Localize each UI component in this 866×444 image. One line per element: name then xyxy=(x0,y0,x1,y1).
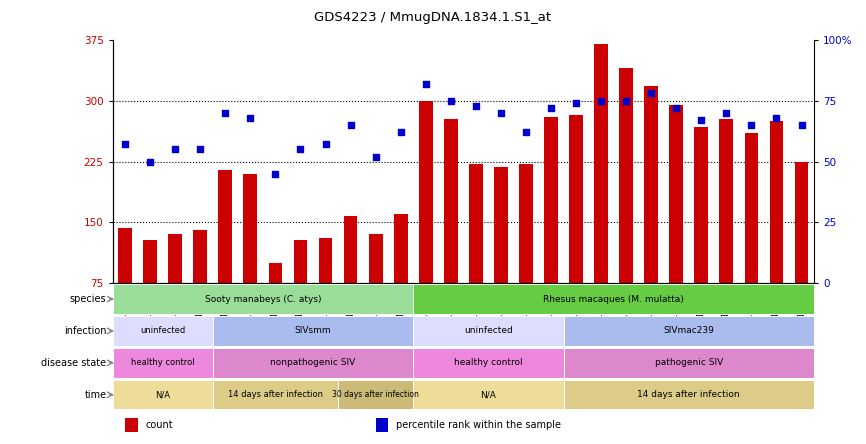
Bar xyxy=(469,164,482,344)
Bar xyxy=(695,127,708,344)
Text: uninfected: uninfected xyxy=(140,326,185,335)
FancyBboxPatch shape xyxy=(113,284,413,314)
Point xyxy=(319,141,333,148)
Point xyxy=(720,109,734,116)
Text: disease state: disease state xyxy=(42,358,107,368)
Point xyxy=(619,97,633,104)
Point xyxy=(218,109,232,116)
FancyBboxPatch shape xyxy=(413,380,564,409)
Bar xyxy=(619,68,633,344)
Bar xyxy=(494,167,507,344)
Text: count: count xyxy=(145,420,173,430)
Bar xyxy=(444,119,457,344)
Point xyxy=(669,104,683,111)
Point xyxy=(745,122,759,129)
Bar xyxy=(394,214,408,344)
Point xyxy=(469,102,482,109)
Bar xyxy=(419,101,433,344)
FancyBboxPatch shape xyxy=(338,380,413,409)
Bar xyxy=(644,86,658,344)
Point xyxy=(494,109,507,116)
Text: 14 days after infection: 14 days after infection xyxy=(637,390,740,399)
Bar xyxy=(795,162,808,344)
FancyBboxPatch shape xyxy=(413,348,564,377)
Text: SIVmac239: SIVmac239 xyxy=(663,326,714,335)
FancyBboxPatch shape xyxy=(213,316,413,345)
Bar xyxy=(344,216,358,344)
Bar xyxy=(369,234,383,344)
Bar xyxy=(720,119,734,344)
Point xyxy=(594,97,608,104)
FancyBboxPatch shape xyxy=(213,380,338,409)
Point xyxy=(444,97,458,104)
Text: nonpathogenic SIV: nonpathogenic SIV xyxy=(270,358,356,367)
Text: SIVsmm: SIVsmm xyxy=(294,326,332,335)
Bar xyxy=(268,263,282,344)
FancyBboxPatch shape xyxy=(564,316,814,345)
FancyBboxPatch shape xyxy=(564,348,814,377)
Text: infection: infection xyxy=(64,326,107,336)
Point xyxy=(795,122,809,129)
Point xyxy=(294,146,307,153)
Text: GDS4223 / MmugDNA.1834.1.S1_at: GDS4223 / MmugDNA.1834.1.S1_at xyxy=(314,11,552,24)
Point xyxy=(544,104,558,111)
Point xyxy=(695,117,708,124)
Point xyxy=(770,114,784,121)
Text: N/A: N/A xyxy=(155,390,171,399)
Text: percentile rank within the sample: percentile rank within the sample xyxy=(396,420,560,430)
Point xyxy=(118,141,132,148)
Bar xyxy=(745,133,759,344)
Text: Rhesus macaques (M. mulatta): Rhesus macaques (M. mulatta) xyxy=(543,294,684,304)
Bar xyxy=(193,230,207,344)
Text: 30 days after infection: 30 days after infection xyxy=(333,390,419,399)
Bar xyxy=(544,117,558,344)
Bar xyxy=(319,238,333,344)
Point xyxy=(268,170,282,177)
Text: 14 days after infection: 14 days after infection xyxy=(228,390,323,399)
FancyBboxPatch shape xyxy=(213,348,413,377)
Bar xyxy=(119,228,132,344)
FancyBboxPatch shape xyxy=(564,380,814,409)
Bar xyxy=(143,240,157,344)
Point xyxy=(394,129,408,136)
Point xyxy=(569,99,583,107)
Bar xyxy=(669,105,683,344)
Bar xyxy=(770,121,784,344)
Text: healthy control: healthy control xyxy=(454,358,523,367)
FancyBboxPatch shape xyxy=(413,284,814,314)
Bar xyxy=(376,418,388,432)
Bar xyxy=(243,174,257,344)
Bar xyxy=(125,418,138,432)
Bar xyxy=(168,234,182,344)
Bar xyxy=(569,115,583,344)
Point xyxy=(168,146,182,153)
Point xyxy=(344,122,358,129)
Bar xyxy=(294,240,307,344)
Bar xyxy=(594,44,608,344)
Point xyxy=(193,146,207,153)
Text: Sooty manabeys (C. atys): Sooty manabeys (C. atys) xyxy=(204,294,321,304)
Point xyxy=(369,153,383,160)
Point xyxy=(243,114,257,121)
Bar xyxy=(519,164,533,344)
FancyBboxPatch shape xyxy=(113,316,213,345)
Text: uninfected: uninfected xyxy=(464,326,513,335)
Text: healthy control: healthy control xyxy=(131,358,195,367)
Point xyxy=(419,80,433,87)
FancyBboxPatch shape xyxy=(413,316,564,345)
Text: time: time xyxy=(84,390,107,400)
Bar xyxy=(218,170,232,344)
FancyBboxPatch shape xyxy=(113,348,213,377)
Text: pathogenic SIV: pathogenic SIV xyxy=(655,358,723,367)
Text: N/A: N/A xyxy=(481,390,496,399)
Point xyxy=(143,158,157,165)
Text: species: species xyxy=(70,294,107,304)
Point xyxy=(644,90,658,97)
FancyBboxPatch shape xyxy=(113,380,213,409)
Point xyxy=(519,129,533,136)
